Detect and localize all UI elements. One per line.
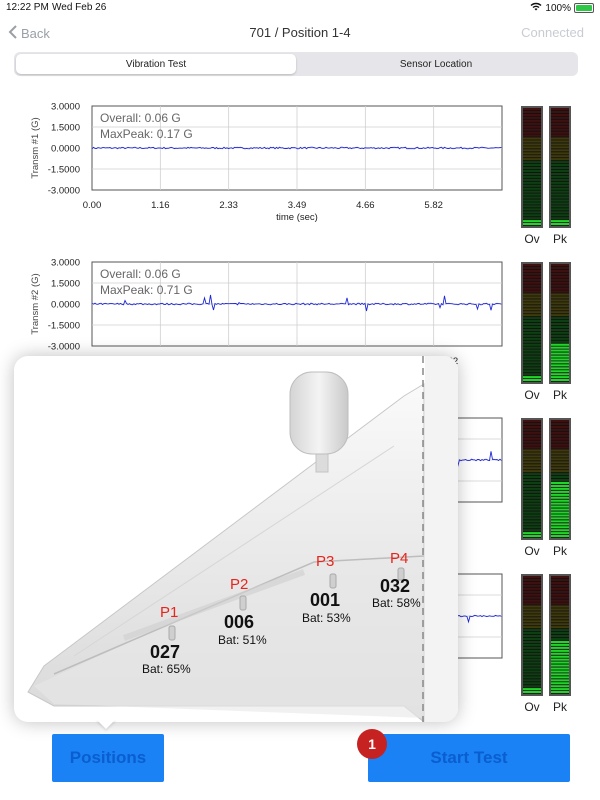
ov-meter	[521, 574, 543, 696]
y-tick-label: -3.0000	[48, 342, 80, 353]
pk-meter-label: Pk	[552, 388, 567, 402]
y-tick-label: 1.5000	[51, 279, 80, 290]
back-label: Back	[21, 26, 50, 41]
y-tick-label: 0.0000	[51, 144, 80, 155]
position-p1-label: P1	[160, 604, 179, 621]
view-segmented-control: Vibration Test Sensor Location	[14, 52, 578, 76]
chart-annotation: MaxPeak: 0.17 G	[100, 127, 193, 141]
x-tick-label: 1.16	[151, 200, 170, 211]
battery-icon	[574, 3, 594, 13]
ov-meter-label: Ov	[524, 700, 540, 714]
connection-status: Connected	[521, 25, 584, 40]
popover-arrow	[96, 719, 116, 729]
y-axis-label: Transm #2 (G)	[30, 273, 41, 334]
status-date: Wed Feb 26	[52, 2, 107, 13]
sensor-pin-p3[interactable]	[329, 573, 337, 589]
ov-meter-label: Ov	[524, 232, 540, 246]
back-button[interactable]: Back	[8, 25, 50, 42]
pk-meter	[549, 574, 571, 696]
page-title: 701 / Position 1-4	[249, 25, 351, 40]
transm-2-chart: 3.00001.50000.0000-1.5000-3.00005.82Tran…	[30, 258, 503, 367]
y-tick-label: -1.5000	[48, 165, 80, 176]
position-p3-sensor: 001	[310, 590, 341, 610]
pk-meter-label: Pk	[552, 544, 567, 558]
signal-series	[91, 294, 502, 312]
wing-diagram	[27, 356, 458, 722]
chevron-left-icon	[8, 25, 17, 42]
tab-vibration-test[interactable]: Vibration Test	[16, 54, 296, 74]
y-tick-label: 0.0000	[51, 300, 80, 311]
pk-meter-label: Pk	[552, 232, 567, 246]
ov-meter	[521, 418, 543, 540]
x-tick-label: 4.66	[356, 200, 375, 211]
signal-series	[91, 146, 502, 150]
position-p4-battery: Bat: 58%	[372, 596, 421, 610]
ov-meter-label: Ov	[524, 544, 540, 558]
pk-meter	[549, 106, 571, 228]
tab-sensor-location[interactable]: Sensor Location	[399, 58, 473, 70]
position-p4-sensor: 032	[380, 576, 411, 596]
pk-meter	[549, 418, 571, 540]
x-tick-label: 5.82	[424, 200, 443, 211]
x-axis-label: time (sec)	[276, 212, 318, 223]
position-p3-battery: Bat: 53%	[302, 611, 351, 625]
x-tick-label: 3.49	[288, 200, 307, 211]
sensor-pin-p1[interactable]	[168, 625, 176, 641]
status-bar: 12:22 PM Wed Feb 26 100%	[0, 0, 600, 16]
ov-meter-label: Ov	[524, 388, 540, 402]
sensor-positions-popover: P1 027 Bat: 65% P2 006 Bat: 51% P3 001 B…	[14, 356, 458, 722]
chart-annotation: MaxPeak: 0.71 G	[100, 283, 193, 297]
y-tick-label: 3.0000	[51, 102, 80, 113]
x-tick-label: 2.33	[219, 200, 238, 211]
sensor-pin-p4[interactable]	[397, 567, 405, 581]
wifi-icon	[530, 2, 542, 14]
start-test-button[interactable]: Start Test	[368, 734, 570, 782]
chart-annotation: Overall: 0.06 G	[100, 267, 181, 281]
status-time: 12:22 PM	[6, 2, 49, 13]
position-p4-label: P4	[390, 550, 409, 567]
position-p1-sensor: 027	[150, 642, 181, 662]
position-p2-label: P2	[230, 576, 249, 593]
position-p3-label: P3	[316, 553, 335, 570]
status-battery: 100%	[530, 2, 594, 14]
y-tick-label: 3.0000	[51, 258, 80, 269]
ov-meter	[521, 106, 543, 228]
sensor-pin-p2[interactable]	[239, 595, 247, 611]
y-tick-label: -1.5000	[48, 321, 80, 332]
y-axis-label: Transm #1 (G)	[30, 117, 41, 178]
y-tick-label: -3.0000	[48, 186, 80, 197]
notification-badge: 1	[357, 729, 387, 759]
chart-annotation: Overall: 0.06 G	[100, 111, 181, 125]
x-tick-label: 0.00	[83, 200, 102, 211]
position-p2-battery: Bat: 51%	[218, 633, 267, 647]
navigation-bar: Back 701 / Position 1-4 Connected	[0, 16, 600, 52]
y-tick-label: 1.5000	[51, 123, 80, 134]
ov-meter	[521, 262, 543, 384]
positions-button[interactable]: Positions	[52, 734, 164, 782]
battery-percent: 100%	[545, 2, 571, 14]
pk-meter	[549, 262, 571, 384]
position-p1-battery: Bat: 65%	[142, 662, 191, 676]
position-p2-sensor: 006	[224, 612, 255, 632]
pk-meter-label: Pk	[552, 700, 567, 714]
